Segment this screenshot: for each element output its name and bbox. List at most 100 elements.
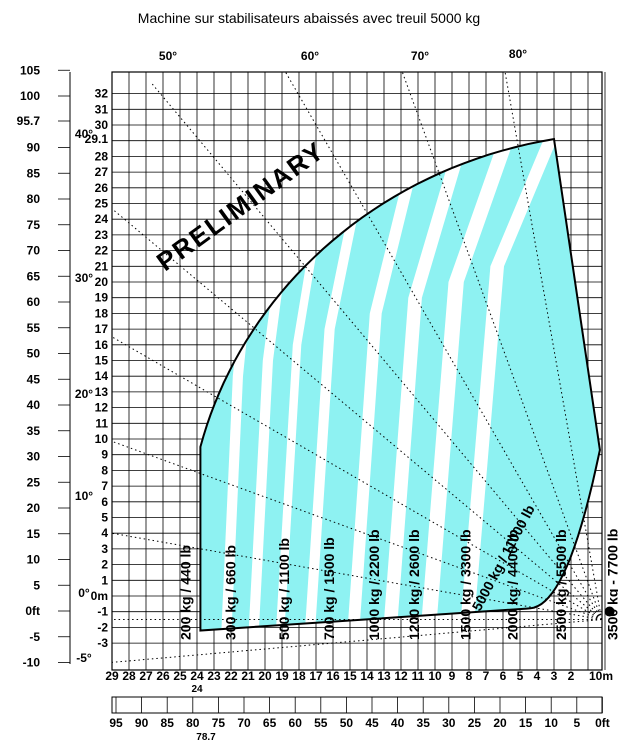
bottom-feet-label: 20 bbox=[493, 716, 507, 730]
meter-tick-label: 1 bbox=[101, 573, 108, 587]
angle-label: 80° bbox=[509, 47, 527, 61]
feet-tick-label: 35 bbox=[27, 424, 41, 438]
bottom-mark-78-7: 78.7 bbox=[196, 732, 216, 743]
envelope-outline bbox=[199, 137, 601, 632]
angle-label: 0° bbox=[78, 586, 90, 600]
meter-tick-label: 17 bbox=[95, 322, 109, 336]
zone-label: 1000 kg / 2200 lb bbox=[366, 529, 382, 640]
angle-label: 70° bbox=[411, 49, 429, 63]
feet-tick-label: 70 bbox=[27, 244, 41, 258]
bottom-feet-label: 0ft bbox=[595, 716, 610, 730]
white-band bbox=[275, 139, 346, 631]
feet-tick-label: 0ft bbox=[25, 604, 40, 618]
bottom-meter-label: 11 bbox=[412, 669, 425, 683]
bottom-meter-label: 27 bbox=[139, 669, 153, 683]
feet-tick-label: 90 bbox=[27, 141, 41, 155]
bottom-feet-label: 50 bbox=[340, 716, 354, 730]
bottom-meter-label: 3 bbox=[551, 669, 558, 683]
load-zones bbox=[200, 139, 600, 631]
bottom-feet-label: 40 bbox=[391, 716, 405, 730]
bottom-meter-label: 19 bbox=[275, 669, 289, 683]
bottom-feet-label: 15 bbox=[519, 716, 533, 730]
bottom-meter-label: 8 bbox=[466, 669, 473, 683]
bottom-meter-label: 17 bbox=[309, 669, 323, 683]
feet-tick-label: 20 bbox=[27, 501, 41, 515]
meter-tick-label: 8 bbox=[101, 463, 108, 477]
white-band bbox=[248, 139, 310, 631]
feet-tick-label: 80 bbox=[27, 192, 41, 206]
axes: 80°70°60°50°40°30°20°10°0°-5°10510095.79… bbox=[17, 47, 613, 743]
meter-tick-label: -2 bbox=[97, 620, 108, 634]
bottom-meter-label: 15 bbox=[343, 669, 357, 683]
white-bands bbox=[220, 139, 583, 631]
feet-tick-label: 95.7 bbox=[17, 114, 41, 128]
angle-label: 30° bbox=[75, 271, 93, 285]
bottom-meter-label: 13 bbox=[377, 669, 391, 683]
meter-tick-label: 15 bbox=[95, 354, 109, 368]
angle-label: 60° bbox=[301, 49, 319, 63]
zone-label: 200 kg / 440 lb bbox=[178, 545, 194, 640]
bottom-meter-label: 21 bbox=[241, 669, 255, 683]
white-band bbox=[304, 139, 386, 631]
meter-tick-label: 27 bbox=[95, 165, 109, 179]
zone-label: 700 kg / 1500 lb bbox=[321, 537, 337, 640]
bottom-meter-label: 20 bbox=[258, 669, 272, 683]
zone-label: 300 kg / 660 lb bbox=[223, 545, 239, 640]
white-band bbox=[419, 139, 536, 631]
bottom-feet-label: 75 bbox=[212, 716, 226, 730]
bottom-meter-label: 25 bbox=[173, 669, 187, 683]
meter-tick-label: 29.1 bbox=[85, 132, 109, 146]
bottom-feet-label: 45 bbox=[365, 716, 379, 730]
zone-label: 1200 kg / 2600 lb bbox=[406, 529, 422, 640]
bottom-meter-label: 26 bbox=[156, 669, 170, 683]
zone-label: 2000 kg / 4400 lb bbox=[504, 529, 520, 640]
meter-tick-label: 16 bbox=[95, 338, 109, 352]
envelope-outline bbox=[199, 137, 601, 632]
zone-label: 3500 kg - 7700 lb bbox=[605, 529, 618, 640]
feet-tick-label: 15 bbox=[27, 527, 41, 541]
white-band bbox=[220, 139, 273, 631]
bottom-meter-label: 22 bbox=[224, 669, 238, 683]
bottom-feet-label: 70 bbox=[237, 716, 251, 730]
meter-tick-label: 5 bbox=[101, 511, 108, 525]
feet-tick-label: -5 bbox=[29, 630, 40, 644]
bottom-meter-label: 23 bbox=[207, 669, 221, 683]
bottom-feet-label: 95 bbox=[109, 716, 123, 730]
meter-tick-label: 32 bbox=[95, 87, 109, 101]
zone-label: 1500 kg / 3300 lb bbox=[458, 529, 474, 640]
chart-title: Machine sur stabilisateurs abaissés avec… bbox=[137, 10, 481, 26]
meter-tick-label: 3 bbox=[101, 542, 108, 556]
meter-tick-label: 18 bbox=[95, 306, 109, 320]
feet-tick-label: 60 bbox=[27, 295, 41, 309]
meter-tick-label: 25 bbox=[95, 197, 109, 211]
bottom-meter-label: 9 bbox=[449, 669, 456, 683]
feet-tick-label: 65 bbox=[27, 269, 41, 283]
bottom-meter-label: 4 bbox=[534, 669, 541, 683]
meter-tick-label: 7 bbox=[101, 479, 108, 493]
bottom-meter-label: 18 bbox=[292, 669, 306, 683]
angle-label: 50° bbox=[159, 49, 177, 63]
bottom-feet-label: 80 bbox=[186, 716, 200, 730]
angle-label: 10° bbox=[75, 489, 93, 503]
angle-label: -5° bbox=[76, 651, 92, 665]
meter-tick-label: 13 bbox=[95, 385, 109, 399]
feet-tick-label: -10 bbox=[23, 656, 41, 670]
bottom-meter-label: 7 bbox=[483, 669, 490, 683]
bottom-meter-label: 16 bbox=[326, 669, 340, 683]
bottom-meter-label: 5 bbox=[517, 669, 524, 683]
meter-tick-label: 22 bbox=[95, 244, 109, 258]
zone-label: 500 kg / 1100 lb bbox=[276, 538, 292, 640]
meter-tick-label: 4 bbox=[101, 526, 108, 540]
bottom-meter-label: 2 bbox=[568, 669, 575, 683]
bottom-feet-label: 5 bbox=[573, 716, 580, 730]
meter-tick-label: 6 bbox=[101, 495, 108, 509]
bottom-meter-label: 28 bbox=[122, 669, 136, 683]
bottom-feet-label: 90 bbox=[135, 716, 149, 730]
feet-scale-box bbox=[111, 696, 603, 714]
meter-tick-label: 23 bbox=[95, 228, 109, 242]
bottom-feet-label: 60 bbox=[289, 716, 303, 730]
meter-tick-label: -1 bbox=[97, 605, 108, 619]
bottom-meter-label: 6 bbox=[500, 669, 507, 683]
feet-tick-label: 10 bbox=[27, 553, 41, 567]
